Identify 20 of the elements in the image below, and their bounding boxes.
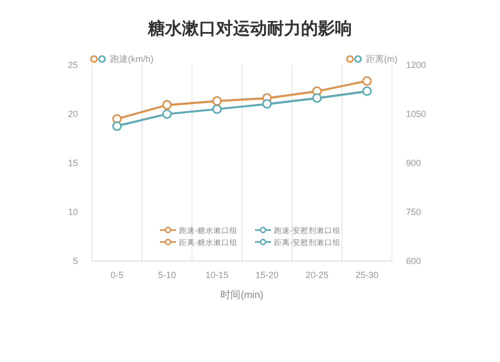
- y-tick-label: 15: [68, 158, 78, 168]
- y-axis-title: 跑速(km/h): [110, 54, 154, 64]
- x-tick-label: 5-10: [158, 270, 176, 280]
- y2-tick-label: 1050: [406, 109, 426, 119]
- x-tick-label: 15-20: [255, 270, 279, 280]
- y-tick-label: 10: [68, 207, 78, 217]
- x-axis-title: 时间(min): [220, 289, 264, 301]
- y2-tick-label: 900: [406, 158, 422, 168]
- x-tick-label: 20-25: [305, 270, 329, 280]
- x-tick-label: 10-15: [205, 270, 229, 280]
- chart-title: 糖水漱口对运动耐力的影响: [147, 19, 352, 38]
- y2-tick-label: 750: [406, 207, 422, 217]
- y-tick-label: 25: [68, 60, 78, 70]
- y2-axis-title: 距离(m): [366, 54, 398, 64]
- x-tick-label: 25-30: [355, 270, 379, 280]
- y2-tick-label: 600: [406, 256, 422, 266]
- y-tick-label: 5: [72, 256, 78, 266]
- x-tick-label: 0-5: [110, 270, 124, 280]
- y2-tick-label: 1200: [406, 60, 426, 70]
- y-tick-label: 20: [68, 109, 78, 119]
